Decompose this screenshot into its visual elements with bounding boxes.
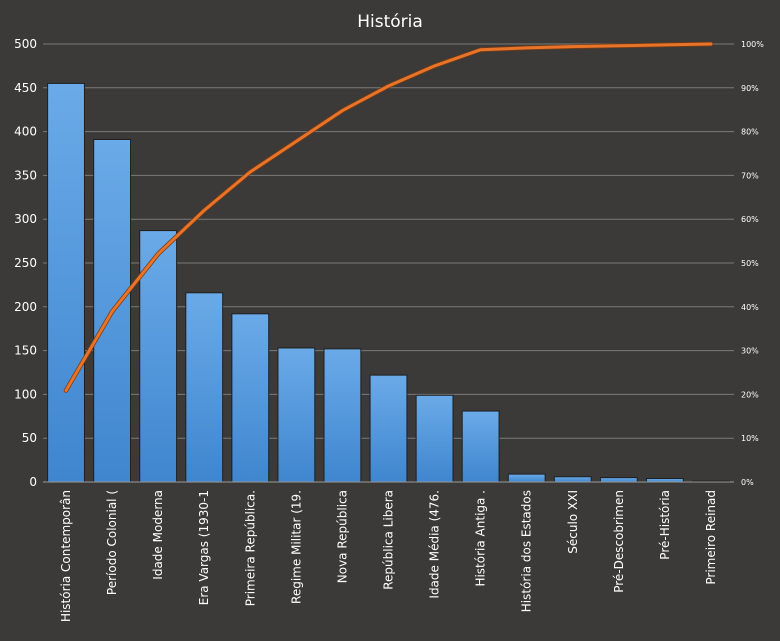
y-tick-label: 100 bbox=[14, 387, 37, 401]
y2-tick-label: 30% bbox=[741, 347, 759, 356]
y2-tick-label: 20% bbox=[741, 390, 759, 399]
category-labels: História Contemporân Período Colonial ( Id… bbox=[59, 490, 718, 622]
bar bbox=[507, 473, 546, 483]
category-label: Período Colonial ( bbox=[105, 490, 119, 595]
bar bbox=[645, 477, 684, 483]
y2-tick-label: 80% bbox=[741, 128, 759, 137]
y-tick-label: 300 bbox=[14, 212, 37, 226]
category-label: História Contemporân bbox=[59, 490, 73, 622]
bar bbox=[369, 374, 408, 483]
bar bbox=[277, 347, 316, 483]
bar bbox=[415, 394, 454, 483]
y2-tick-label: 100% bbox=[741, 40, 764, 49]
bar bbox=[323, 348, 362, 483]
category-label: Nova República bbox=[335, 490, 349, 583]
cumulative-line bbox=[63, 41, 714, 393]
category-label: Idade Moderna bbox=[151, 490, 165, 580]
category-label: Regime Militar (19. bbox=[289, 490, 303, 604]
category-label: Idade Média (476. bbox=[428, 490, 442, 599]
y-tick-label: 400 bbox=[14, 125, 37, 139]
category-label: Primeiro Reinad bbox=[704, 490, 718, 585]
bars bbox=[47, 82, 730, 483]
bar bbox=[231, 313, 270, 483]
category-label: História Antiga . bbox=[474, 490, 488, 587]
y-tick-label: 0 bbox=[29, 475, 37, 489]
y-tick-label: 150 bbox=[14, 344, 37, 358]
category-label: Pré-História bbox=[658, 490, 672, 560]
y2-tick-label: 0% bbox=[741, 478, 754, 487]
category-label: República Libera bbox=[382, 490, 396, 590]
bar bbox=[553, 476, 592, 483]
y-tick-label: 500 bbox=[14, 37, 37, 51]
bar bbox=[47, 82, 85, 483]
category-label: História dos Estados bbox=[520, 490, 534, 612]
y-tick-label: 450 bbox=[14, 81, 37, 95]
bar bbox=[599, 477, 638, 483]
y2-tick-label: 10% bbox=[741, 434, 759, 443]
y2-tick-label: 60% bbox=[741, 215, 759, 224]
y-tick-label: 200 bbox=[14, 300, 37, 314]
y2-tick-label: 50% bbox=[741, 259, 759, 268]
category-label: Era Vargas (1930-1 bbox=[197, 490, 211, 605]
chart-title: História bbox=[357, 12, 423, 32]
cumulative-line-path bbox=[64, 42, 713, 392]
y2-tick-label: 90% bbox=[741, 84, 759, 93]
y-tick-label: 350 bbox=[14, 168, 37, 182]
category-label: Século XXI bbox=[566, 490, 580, 554]
category-label: Primeira República. bbox=[243, 490, 257, 606]
category-label: Pré-Descobrimen bbox=[612, 490, 626, 593]
y-tick-label: 250 bbox=[14, 256, 37, 270]
y-axis-left: 0 50 100 150 200 250 300 350 400 450 500 bbox=[14, 37, 37, 489]
y-tick-label: 50 bbox=[22, 431, 37, 445]
y2-tick-label: 70% bbox=[741, 171, 759, 180]
y-axis-right: 0% 10% 20% 30% 40% 50% 60% 70% 80% 90% 100% bbox=[741, 40, 764, 487]
bar bbox=[461, 410, 500, 483]
y2-tick-label: 40% bbox=[741, 303, 759, 312]
bar bbox=[185, 292, 224, 483]
